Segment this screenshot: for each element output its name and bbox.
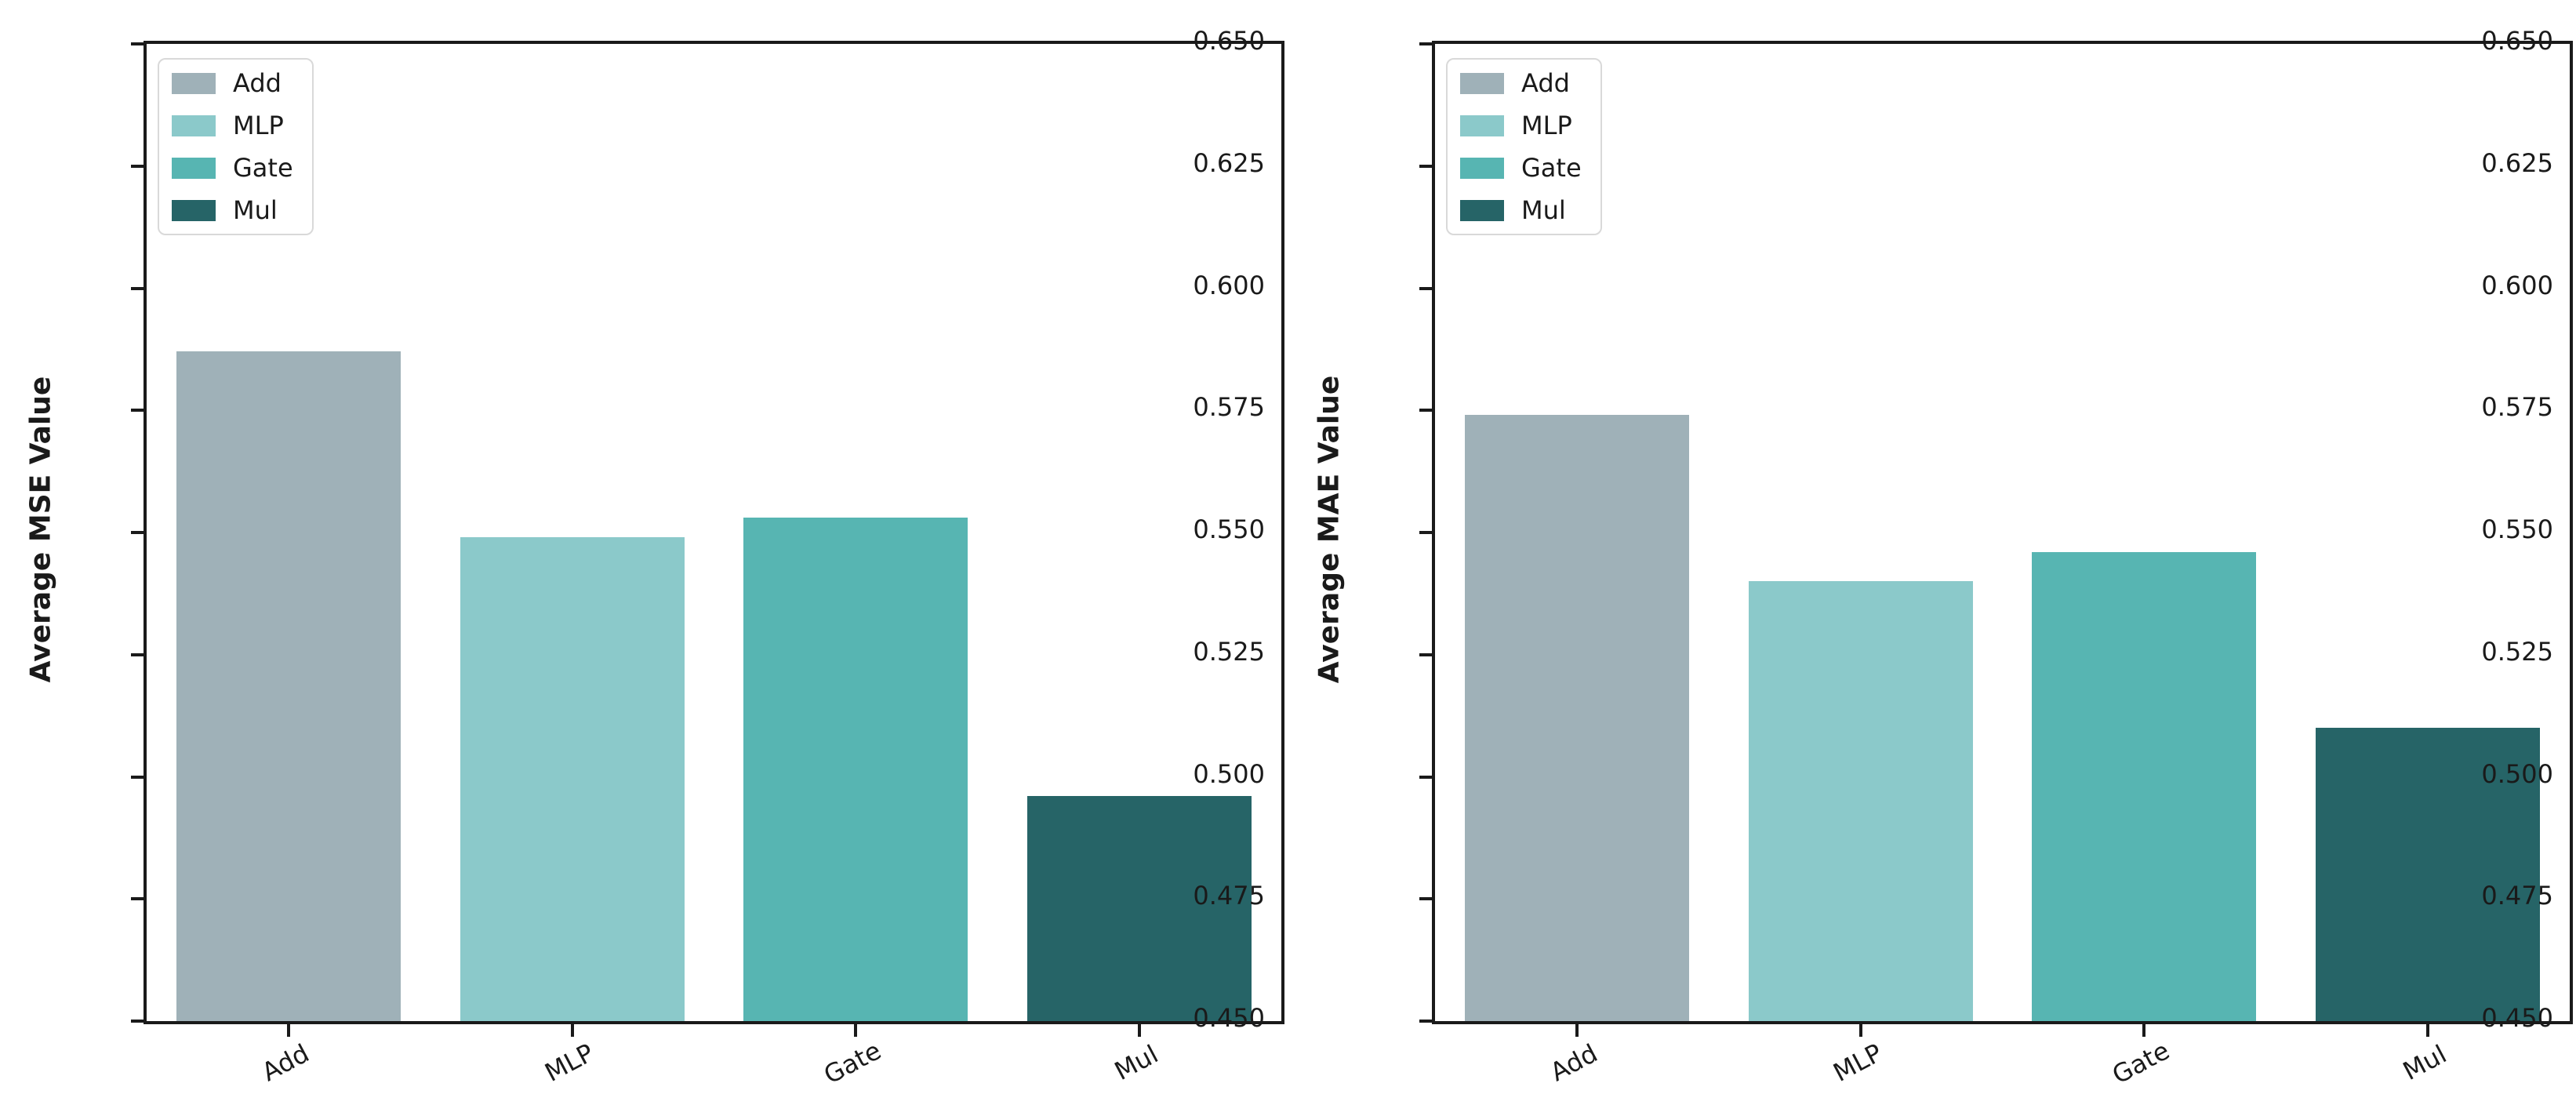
y-tick-mark [131,652,144,656]
legend-entry-add: Add [172,71,293,96]
legend-swatch-icon [1460,199,1504,221]
plot-area: Add MLP Gate Mul [131,41,1284,1037]
x-tick-mark [2426,1024,2429,1037]
legend-swatch-icon [172,72,216,94]
y-axis-label: Average MSE Value [24,376,57,683]
y-tick-label: 0.600 [1193,270,1265,300]
legend-label: Gate [233,153,293,183]
legend-swatch-icon [172,157,216,179]
bar-mul [2316,728,2540,1021]
legend-label: Add [1521,68,1570,98]
y-axis-label: Average MAE Value [1313,375,1346,684]
legend: Add MLP Gate Mul [158,58,314,235]
x-tick-label-add: Add [256,1038,314,1088]
y-tick-mark [1419,286,1432,290]
y-tick-mark [1419,775,1432,779]
legend-entry-mul: Mul [1460,198,1582,223]
x-tick-mark [2142,1024,2145,1037]
y-tick-mark [1419,42,1432,45]
y-tick-label: 0.600 [2481,270,2553,300]
y-tick-mark [131,775,144,779]
y-tick-label: 0.475 [2481,881,2553,911]
y-tick-mark [1419,409,1432,413]
legend-swatch-icon [1460,72,1504,94]
y-tick-label: 0.525 [1193,636,1265,667]
y-tick-mark [1419,1020,1432,1023]
x-tick-label-add: Add [1545,1038,1603,1088]
legend-entry-mlp: MLP [172,113,293,138]
x-tick-label-mul: Mul [2398,1038,2452,1087]
y-tick-mark [131,1020,144,1023]
y-tick-mark [131,409,144,413]
y-tick-mark [1419,897,1432,901]
y-tick-mark [131,164,144,168]
y-tick-mark [1419,652,1432,656]
x-tick-label-mul: Mul [1110,1038,1164,1087]
bar-mlp [460,537,685,1021]
legend: Add MLP Gate Mul [1446,58,1602,235]
x-tick-mark [1138,1024,1141,1037]
y-tick-label: 0.650 [1193,26,1265,56]
x-tick-mark [287,1024,290,1037]
legend-entry-mlp: MLP [1460,113,1582,138]
legend-swatch-icon [172,114,216,136]
x-tick-label-gate: Gate [819,1035,887,1090]
y-tick-mark [131,897,144,901]
bar-gate [2032,552,2256,1021]
x-tick-label-gate: Gate [2107,1035,2175,1090]
y-tick-label: 0.500 [2481,758,2553,789]
y-tick-label: 0.625 [2481,147,2553,178]
bar-add [1465,415,1689,1021]
x-tick-label-mlp: MLP [540,1038,599,1088]
legend-label: Mul [1521,195,1566,225]
subplot-mse: Average MSE Value Add MLP Gate Mul 0.650 0.6… [0,0,1288,1100]
y-tick-label: 0.525 [2481,636,2553,667]
legend-entry-gate: Gate [1460,155,1582,180]
y-tick-label: 0.500 [1193,758,1265,789]
y-tick-mark [131,42,144,45]
legend-label: MLP [233,111,284,140]
x-tick-mark [1575,1024,1579,1037]
y-tick-label: 0.575 [1193,392,1265,423]
legend-label: Gate [1521,153,1582,183]
bar-gate [743,518,968,1021]
legend-label: MLP [1521,111,1572,140]
plot-area: Add MLP Gate Mul [1419,41,2573,1037]
x-tick-mark [854,1024,857,1037]
y-tick-mark [1419,164,1432,168]
legend-entry-add: Add [1460,71,1582,96]
subplot-mae: Average MAE Value Add MLP Gate Mul 0.650 0.6… [1288,0,2576,1100]
y-tick-label: 0.575 [2481,392,2553,423]
y-tick-label: 0.450 [1193,1003,1265,1033]
y-tick-label: 0.550 [2481,514,2553,544]
x-tick-label-mlp: MLP [1828,1038,1887,1088]
legend-entry-gate: Gate [172,155,293,180]
y-tick-label: 0.475 [1193,881,1265,911]
bar-add [176,351,401,1021]
legend-swatch-icon [1460,157,1504,179]
legend-swatch-icon [172,199,216,221]
y-tick-label: 0.625 [1193,147,1265,178]
x-tick-mark [1859,1024,1862,1037]
y-tick-mark [131,286,144,290]
y-tick-label: 0.450 [2481,1003,2553,1033]
legend-swatch-icon [1460,114,1504,136]
y-tick-mark [1419,531,1432,534]
x-tick-mark [571,1024,574,1037]
legend-label: Mul [233,195,278,225]
bar-mul [1027,796,1252,1021]
legend-entry-mul: Mul [172,198,293,223]
y-tick-label: 0.550 [1193,514,1265,544]
bar-mlp [1749,581,1973,1021]
y-tick-label: 0.650 [2481,26,2553,56]
legend-label: Add [233,68,282,98]
y-tick-mark [131,531,144,534]
